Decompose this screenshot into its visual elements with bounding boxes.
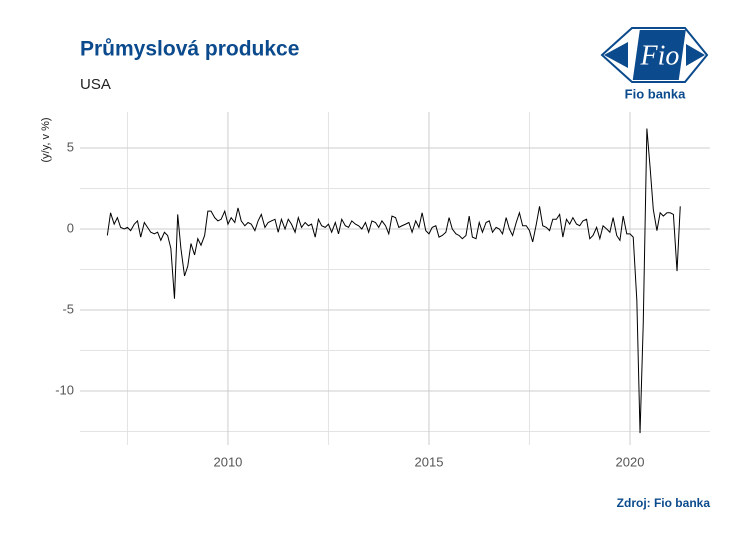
x-tick-label: 2020 — [616, 454, 645, 469]
data-line — [106, 128, 681, 434]
y-tick-label: 5 — [67, 139, 74, 154]
y-axis-label: (y/y, v %) — [40, 117, 52, 162]
x-tick-label: 2015 — [415, 454, 444, 469]
y-tick-label: 0 — [67, 220, 74, 235]
y-tick-label: -10 — [55, 382, 74, 397]
source: Zdroj: Fio banka — [617, 496, 711, 510]
logo-arrow — [686, 44, 705, 66]
x-tick-label: 2010 — [213, 454, 242, 469]
logo: Fio Fio banka — [600, 27, 709, 101]
logo-mark: Fio — [640, 40, 680, 71]
chart-subtitle: USA — [80, 76, 111, 93]
chart-title: Průmyslová produkce — [80, 38, 299, 61]
y-tick-label: -5 — [62, 301, 74, 316]
logo-arrow — [604, 42, 628, 68]
logo-box — [632, 30, 686, 80]
logo-name: Fio banka — [625, 86, 686, 101]
